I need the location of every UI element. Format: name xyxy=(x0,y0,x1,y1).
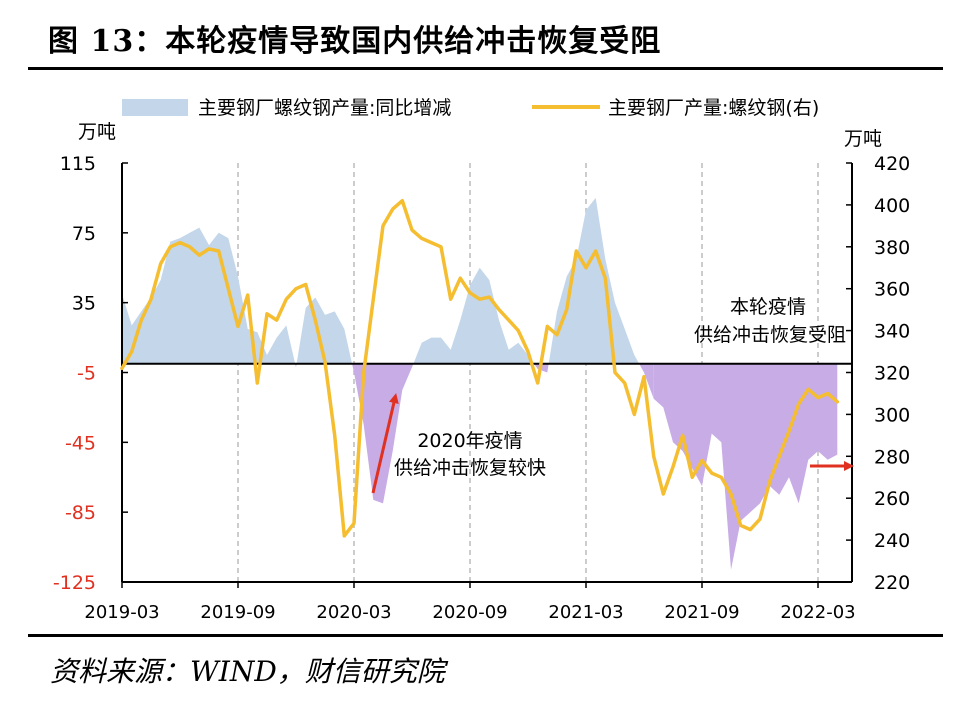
production-line xyxy=(120,198,840,538)
right-tick-label: 420 xyxy=(874,153,910,175)
source-rule xyxy=(28,634,943,637)
left-tick-label: -85 xyxy=(65,502,96,524)
right-tick-label: 400 xyxy=(874,195,910,217)
area-negative-2021-2022 xyxy=(653,363,838,570)
annotation-2020-line2: 供给冲击恢复较快 xyxy=(394,457,546,479)
left-axis-unit: 万吨 xyxy=(78,121,116,143)
left-tick-label: -45 xyxy=(65,432,96,454)
x-tick-label: 2019-03 xyxy=(84,602,159,623)
area-series xyxy=(122,197,838,570)
legend-area-label: 主要钢厂螺纹钢产量:同比增减 xyxy=(198,97,451,119)
left-tick-label: -125 xyxy=(53,572,96,594)
legend: 主要钢厂螺纹钢产量:同比增减 主要钢厂产量:螺纹钢(右) xyxy=(122,97,819,119)
right-tick-label: 240 xyxy=(874,530,910,552)
annotation-current-line2: 供给冲击恢复受阻 xyxy=(694,324,846,346)
right-tick-label: 300 xyxy=(874,404,910,426)
right-axis-unit: 万吨 xyxy=(844,128,882,150)
axes: 115 75 35 -5 -45 -85 -125 420 400 380 360 340 320 300… xyxy=(53,153,910,623)
left-tick-label: 115 xyxy=(60,153,96,175)
x-tick-label: 2020-09 xyxy=(432,602,507,623)
x-tick-label: 2022-03 xyxy=(780,602,855,623)
left-tick-label: -5 xyxy=(77,363,96,385)
legend-line-label: 主要钢厂产量:螺纹钢(右) xyxy=(608,97,819,119)
legend-area-swatch xyxy=(122,99,188,116)
source-note: 资料来源：WIND，财信研究院 xyxy=(50,655,445,688)
right-tick-label: 380 xyxy=(874,237,910,259)
figure-title: 图 13：本轮疫情导致国内供给冲击恢复受阻 xyxy=(48,24,662,59)
title-rule xyxy=(28,67,943,70)
annotation-2020-arrow xyxy=(371,393,399,494)
right-tick-label: 360 xyxy=(874,279,910,301)
annotation-current: 本轮疫情 供给冲击恢复受阻 xyxy=(694,296,854,471)
x-tick-label: 2020-03 xyxy=(316,602,391,623)
line-series xyxy=(120,198,840,538)
right-tick-label: 320 xyxy=(874,363,910,385)
right-tick-label: 340 xyxy=(874,321,910,343)
x-tick-label: 2021-09 xyxy=(664,602,739,623)
annotation-current-line1: 本轮疫情 xyxy=(730,296,806,318)
left-tick-label: 75 xyxy=(72,223,96,245)
annotation-2020: 2020年疫情 供给冲击恢复较快 xyxy=(371,393,546,494)
left-tick-label: 35 xyxy=(72,293,96,315)
x-tick-label: 2021-03 xyxy=(548,602,623,623)
annotation-2020-line1: 2020年疫情 xyxy=(417,430,522,452)
x-tick-label: 2019-09 xyxy=(200,602,275,623)
right-tick-label: 220 xyxy=(874,572,910,594)
right-tick-label: 280 xyxy=(874,446,910,468)
right-tick-label: 260 xyxy=(874,488,910,510)
